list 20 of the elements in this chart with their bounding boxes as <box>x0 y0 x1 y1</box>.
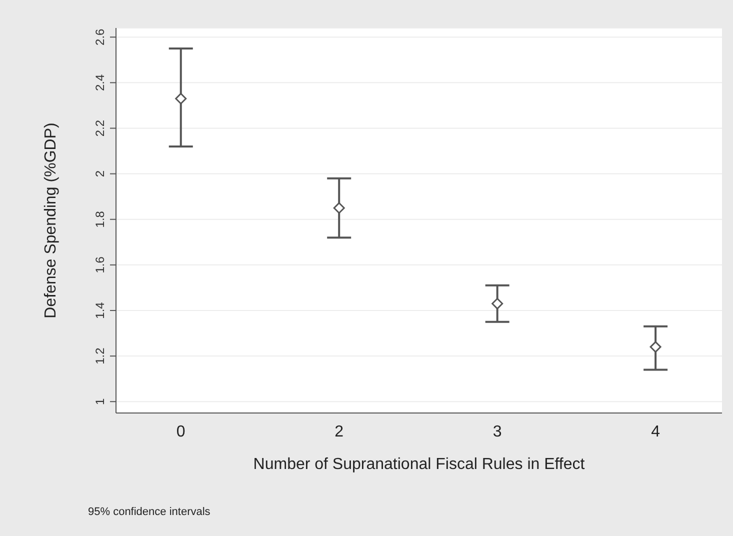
y-tick-label: 1.4 <box>93 302 107 319</box>
y-tick-label: 2 <box>93 170 107 178</box>
y-tick-label: 1 <box>93 398 107 405</box>
x-tick-label: 0 <box>176 423 186 440</box>
x-tick-label: 4 <box>651 423 660 440</box>
point <box>650 341 662 353</box>
point <box>333 202 345 214</box>
text: 95% confidence intervals <box>88 506 210 518</box>
point <box>492 298 504 310</box>
y-tick-label: 2.6 <box>93 28 107 46</box>
y-tick-label: 1.2 <box>93 347 107 364</box>
y-tick-label: 1.8 <box>93 210 107 228</box>
x-axis-title: Number of Supranational Fiscal Rules in Effect <box>252 456 586 474</box>
y-tick-label: 2.4 <box>93 74 107 92</box>
y-tick-label: 2.2 <box>93 120 107 137</box>
y-tick-label: 1.6 <box>93 256 107 274</box>
x-tick-label: 2 <box>334 423 344 440</box>
x-tick-label: 3 <box>492 423 502 440</box>
point <box>175 92 187 104</box>
y-axis-title: Defense Spending (%GDP) <box>42 122 60 318</box>
